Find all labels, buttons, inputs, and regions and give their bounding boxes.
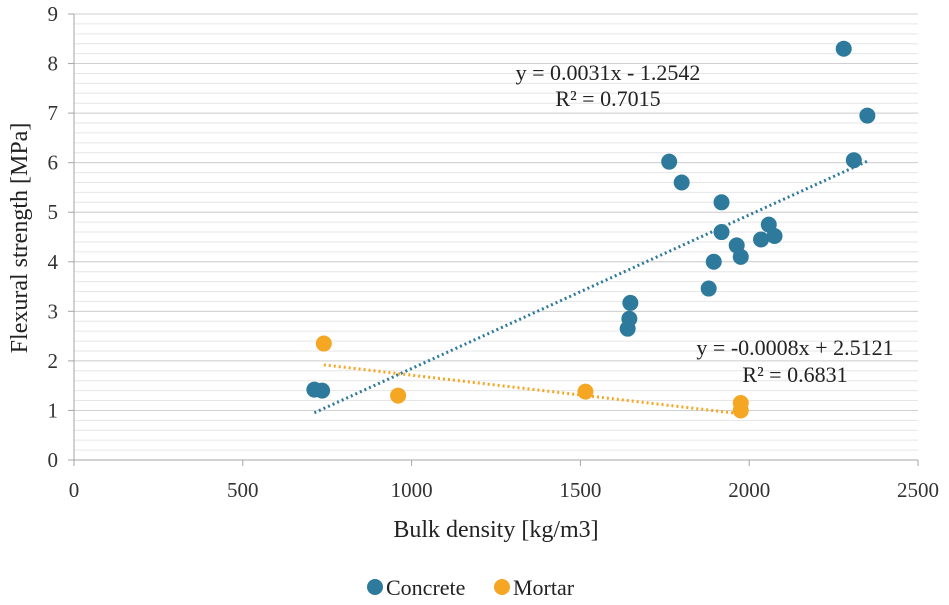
data-point-mortar [732,402,749,419]
concrete-trendline-equation: y = 0.0031x - 1.2542 [516,60,701,85]
x-tick-label: 2500 [897,478,939,502]
y-tick-label: 7 [48,101,59,125]
y-tick-label: 5 [48,200,59,224]
legend-marker-mortar [494,579,510,595]
x-tick-label: 500 [227,478,259,502]
gridlines [74,13,918,461]
data-point-concrete [621,310,638,327]
y-tick-label: 1 [48,398,59,422]
trendline-concrete [313,159,868,415]
data-point-concrete [732,248,749,265]
trendlines [313,159,868,416]
y-axis-title: Flexural strength [MPa] [7,123,33,354]
y-tick-label: 4 [48,250,59,274]
axes: 0 500 1000 1500 2000 2500 0 1 2 3 4 5 6 7 8 9 [48,2,940,502]
y-tick-label: 9 [48,2,59,26]
legend: Concrete Mortar [367,575,575,600]
data-point-concrete [859,107,876,124]
trendline-mortar [323,363,741,416]
x-tick-label: 1500 [559,478,601,502]
data-point-concrete [835,40,852,57]
data-points [306,40,876,419]
data-point-concrete [700,280,717,297]
data-point-concrete [753,231,770,248]
data-point-concrete [661,153,678,170]
mortar-trendline-equation: y = -0.0008x + 2.5121 [696,335,893,360]
mortar-trendline-r2: R² = 0.6831 [742,362,847,387]
data-point-mortar [577,383,594,400]
data-point-mortar [390,387,407,404]
data-point-mortar [315,335,332,352]
legend-item-mortar[interactable]: Mortar [494,575,575,600]
data-point-concrete [713,194,730,211]
data-point-concrete [705,253,722,270]
y-tick-label: 6 [48,151,59,175]
x-tick-label: 0 [69,478,80,502]
x-tick-label: 2000 [728,478,770,502]
y-tick-label: 2 [48,349,59,373]
legend-marker-concrete [367,579,383,595]
legend-label-concrete: Concrete [386,575,465,600]
x-axis-title: Bulk density [kg/m3] [393,517,598,543]
data-point-concrete [314,382,331,399]
data-point-concrete [622,294,639,311]
y-tick-label: 8 [48,52,59,76]
legend-label-mortar: Mortar [513,575,575,600]
x-tick-label: 1000 [391,478,433,502]
data-point-concrete [845,152,862,169]
y-tick-label: 3 [48,299,59,323]
data-point-concrete [766,228,783,245]
legend-item-concrete[interactable]: Concrete [367,575,465,600]
data-point-concrete [673,174,690,191]
y-tick-label: 0 [48,448,59,472]
concrete-trendline-r2: R² = 0.7015 [555,86,660,111]
data-point-concrete [713,224,730,241]
